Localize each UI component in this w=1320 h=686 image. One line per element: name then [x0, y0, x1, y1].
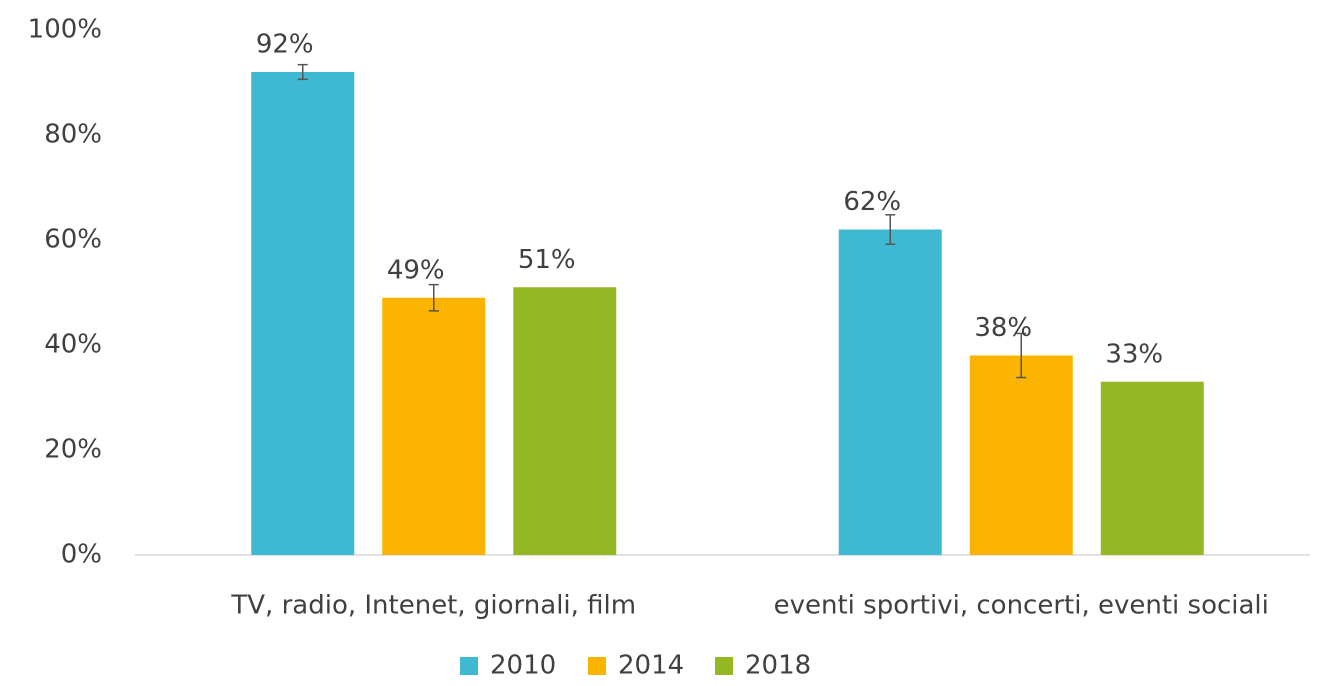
y-tick-label: 80%: [44, 120, 102, 150]
data-label: 38%: [974, 313, 1032, 343]
bar: [513, 287, 617, 555]
x-tick-label: eventi sportivi, concerti, eventi social…: [774, 591, 1269, 621]
legend-swatch: [715, 657, 733, 675]
legend-swatch: [588, 657, 606, 675]
y-tick-label: 40%: [44, 330, 102, 360]
y-tick-label: 20%: [44, 435, 102, 465]
bar: [251, 72, 355, 555]
bar: [382, 297, 486, 555]
x-tick-label: TV, radio, Intenet, giornali, film: [230, 591, 636, 621]
bar: [1100, 381, 1204, 555]
legend-label: 2010: [490, 651, 556, 681]
legend-label: 2018: [745, 651, 811, 681]
data-label: 33%: [1105, 339, 1163, 369]
y-tick-label: 0%: [61, 540, 102, 570]
bar: [838, 229, 942, 555]
legend-swatch: [460, 657, 478, 675]
y-tick-label: 100%: [28, 15, 102, 45]
data-label: 92%: [256, 30, 314, 60]
data-label: 49%: [387, 255, 445, 285]
y-tick-label: 60%: [44, 225, 102, 255]
bar: [969, 355, 1073, 555]
data-label: 51%: [518, 245, 576, 275]
data-label: 62%: [843, 187, 901, 217]
legend-label: 2014: [618, 651, 684, 681]
